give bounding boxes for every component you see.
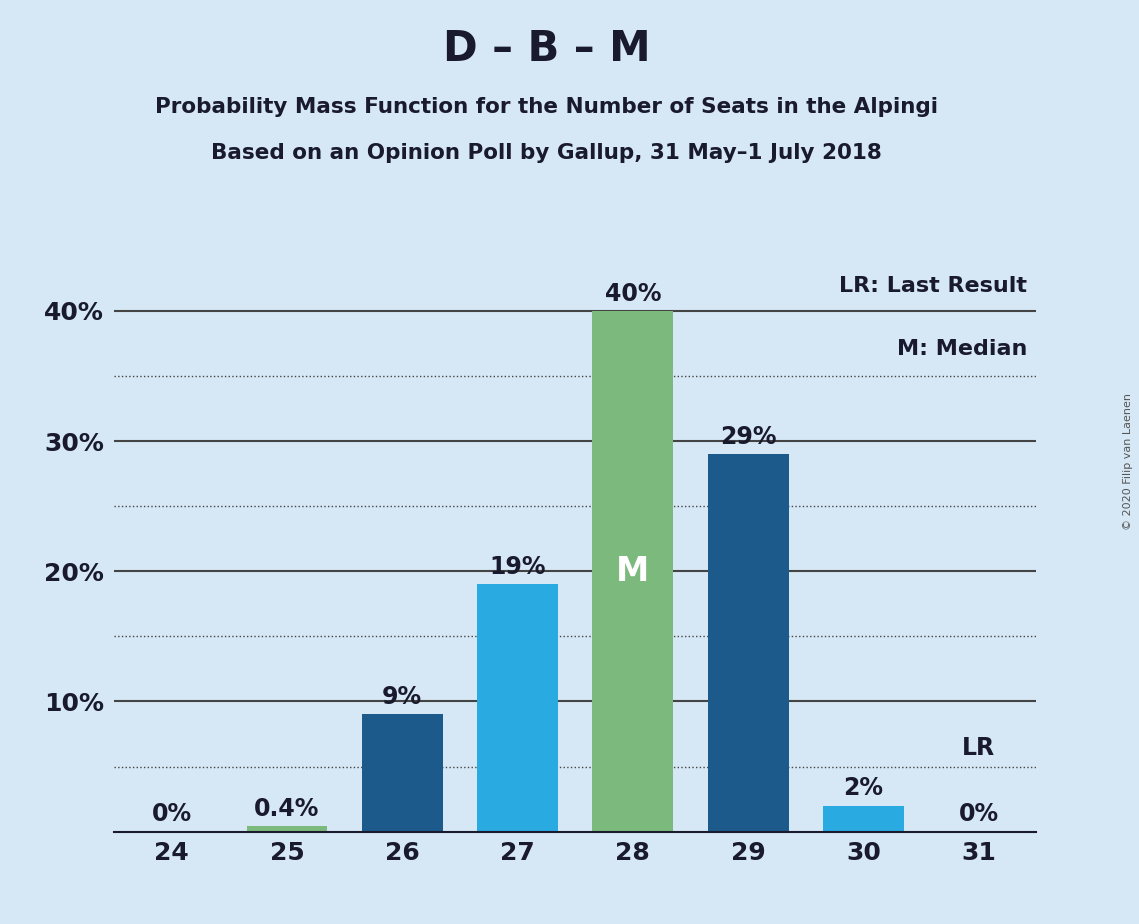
Text: 0%: 0% [151,802,191,826]
Text: Based on an Opinion Poll by Gallup, 31 May–1 July 2018: Based on an Opinion Poll by Gallup, 31 M… [211,143,883,164]
Text: M: Median: M: Median [896,339,1027,359]
Bar [477,584,558,832]
Text: © 2020 Filip van Laenen: © 2020 Filip van Laenen [1123,394,1133,530]
Bar [823,806,904,832]
Text: D – B – M: D – B – M [443,28,650,69]
Bar [707,454,788,832]
Text: 2%: 2% [844,776,884,800]
Text: 0%: 0% [959,802,999,826]
Bar [246,826,327,832]
Text: LR: Last Result: LR: Last Result [839,276,1027,296]
Text: LR: LR [962,736,995,760]
Text: 0.4%: 0.4% [254,797,320,821]
Text: Probability Mass Function for the Number of Seats in the Alpingi: Probability Mass Function for the Number… [155,97,939,117]
Text: 40%: 40% [605,282,661,306]
Bar [592,310,673,832]
Text: 9%: 9% [383,686,423,710]
Text: M: M [616,554,649,588]
Bar [362,714,443,832]
Text: 19%: 19% [490,555,546,579]
Text: 29%: 29% [720,425,777,449]
